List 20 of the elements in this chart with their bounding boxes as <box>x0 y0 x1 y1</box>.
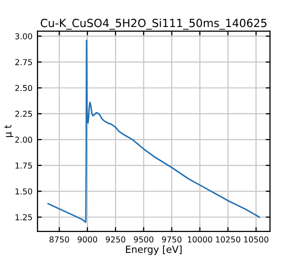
chart-title: Cu-K_CuSO4_5H2O_Si111_50ms_140625 <box>40 18 266 30</box>
line-series <box>47 40 260 223</box>
x-tick-label: 10000 <box>188 236 212 242</box>
x-tick-label: 9500 <box>134 236 154 242</box>
x-tick-label: 10250 <box>216 236 240 242</box>
y-tick-label: 2.50 <box>15 84 32 92</box>
x-axis-title: Energy [eV] <box>126 245 182 255</box>
y-tick-label: 2.75 <box>15 59 32 66</box>
y-axis-title: μ t <box>4 124 14 138</box>
y-tick-label: 2.00 <box>15 136 32 143</box>
x-tick-label: 8750 <box>50 236 70 242</box>
y-tick-label: 3.00 <box>15 33 32 40</box>
y-tick-label: 2.25 <box>15 110 32 117</box>
y-tick-label: 1.75 <box>16 162 32 169</box>
y-tick-label: 1.25 <box>16 214 32 220</box>
x-tick-label: 10500 <box>244 236 268 242</box>
y-tick-label: 1.50 <box>16 188 32 194</box>
x-tick-label: 9250 <box>106 236 126 242</box>
x-tick-label: 9750 <box>162 236 182 242</box>
x-tick-label: 9000 <box>78 236 98 242</box>
